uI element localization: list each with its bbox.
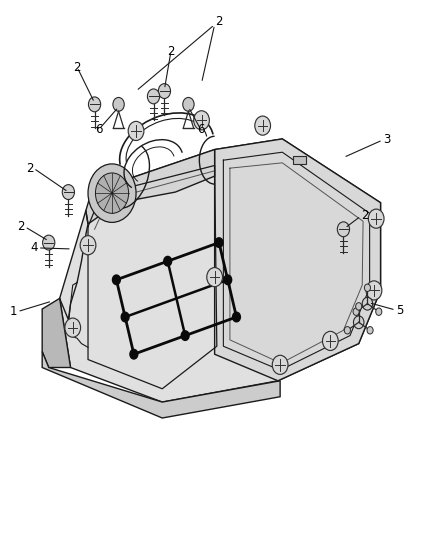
Circle shape	[353, 316, 364, 329]
Text: 2: 2	[215, 15, 223, 28]
Circle shape	[255, 116, 271, 135]
Polygon shape	[60, 139, 381, 402]
Text: 6: 6	[197, 123, 205, 136]
Circle shape	[88, 164, 136, 222]
Circle shape	[65, 318, 81, 337]
Text: 2: 2	[26, 161, 33, 175]
Circle shape	[367, 327, 373, 334]
Circle shape	[344, 327, 350, 334]
Circle shape	[128, 122, 144, 141]
Text: 2: 2	[361, 209, 368, 222]
Circle shape	[80, 236, 96, 255]
Circle shape	[356, 303, 362, 310]
Polygon shape	[42, 298, 71, 368]
Circle shape	[337, 222, 350, 237]
Text: 2: 2	[73, 61, 81, 74]
Circle shape	[362, 297, 373, 310]
Circle shape	[272, 356, 288, 374]
Circle shape	[233, 312, 240, 322]
Circle shape	[42, 235, 55, 250]
Circle shape	[322, 332, 338, 351]
Circle shape	[181, 331, 189, 341]
Circle shape	[353, 308, 359, 316]
Circle shape	[376, 308, 382, 316]
Circle shape	[158, 84, 170, 99]
Circle shape	[368, 209, 384, 228]
Circle shape	[364, 284, 371, 292]
Polygon shape	[86, 150, 215, 224]
Text: 6: 6	[95, 123, 102, 136]
Circle shape	[183, 98, 194, 111]
Circle shape	[164, 256, 172, 266]
Circle shape	[224, 275, 232, 285]
Circle shape	[194, 111, 209, 130]
Polygon shape	[42, 352, 280, 418]
Circle shape	[366, 281, 382, 300]
Circle shape	[95, 173, 129, 213]
Circle shape	[215, 238, 223, 247]
Circle shape	[88, 97, 101, 112]
Circle shape	[113, 275, 120, 285]
Circle shape	[130, 350, 138, 359]
Circle shape	[62, 184, 74, 199]
Circle shape	[148, 89, 159, 104]
Text: 4: 4	[30, 241, 38, 254]
Circle shape	[121, 312, 129, 322]
FancyBboxPatch shape	[293, 156, 306, 164]
Text: 2: 2	[17, 220, 25, 233]
Text: 3: 3	[383, 133, 390, 147]
Text: 1: 1	[10, 305, 17, 318]
Circle shape	[207, 268, 223, 287]
Text: 5: 5	[396, 304, 403, 317]
Text: 2: 2	[167, 45, 175, 58]
Polygon shape	[215, 139, 381, 381]
Circle shape	[113, 98, 124, 111]
